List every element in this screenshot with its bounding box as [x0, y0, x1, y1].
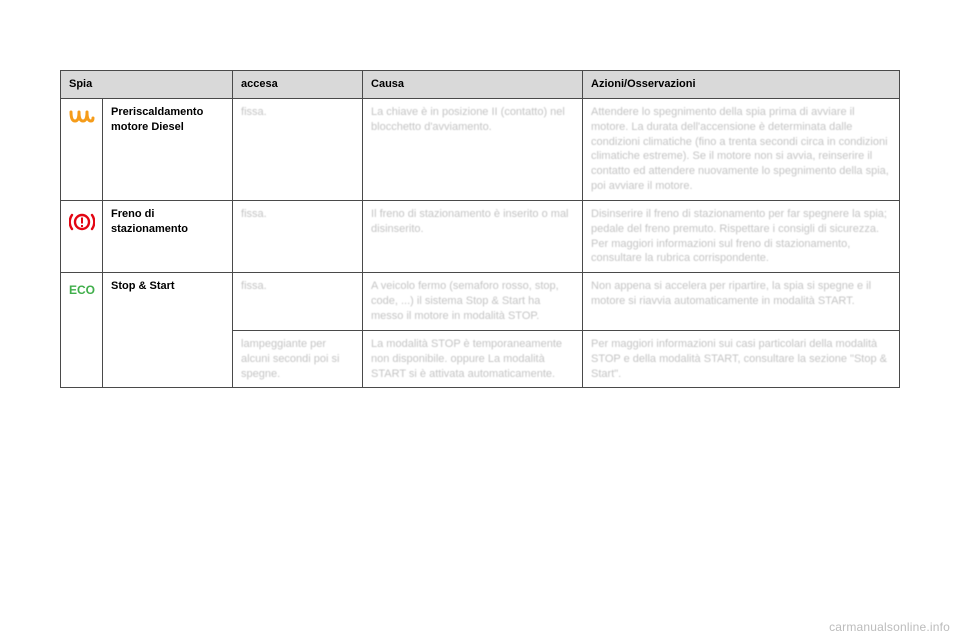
row-accesa: fissa.	[233, 273, 363, 331]
table-row: Freno di stazionamento fissa. Il freno d…	[61, 200, 900, 272]
row-accesa: lampeggiante per alcuni secondi poi si s…	[233, 330, 363, 388]
row-azioni: Disinserire il freno di stazionamento pe…	[583, 200, 900, 272]
table-row: ECO Stop & Start fissa. A veicolo fermo …	[61, 273, 900, 331]
row-accesa: fissa.	[233, 200, 363, 272]
footer-watermark: carmanualsonline.info	[829, 620, 950, 634]
header-azioni: Azioni/Osservazioni	[583, 71, 900, 99]
row-azioni: Attendere lo spegnimento della spia prim…	[583, 98, 900, 200]
header-spia: Spia	[61, 71, 233, 99]
eco-icon: ECO	[69, 283, 97, 297]
warning-lights-table: Spia accesa Causa Azioni/Osservazioni Pr…	[60, 70, 900, 388]
icon-brake	[61, 200, 103, 272]
row-accesa: fissa.	[233, 98, 363, 200]
header-accesa: accesa	[233, 71, 363, 99]
row-name: Freno di stazionamento	[103, 200, 233, 272]
icon-diesel	[61, 98, 103, 200]
row-causa: La chiave è in posizione II (contatto) n…	[363, 98, 583, 200]
diesel-coil-icon	[69, 109, 95, 129]
icon-eco: ECO	[61, 273, 103, 388]
row-azioni: Per maggiori informazioni sui casi parti…	[583, 330, 900, 388]
header-causa: Causa	[363, 71, 583, 99]
svg-text:ECO: ECO	[69, 283, 95, 297]
table-header-row: Spia accesa Causa Azioni/Osservazioni	[61, 71, 900, 99]
row-causa: A veicolo fermo (semaforo rosso, stop, c…	[363, 273, 583, 331]
row-azioni: Non appena si accelera per ripartire, la…	[583, 273, 900, 331]
row-causa: Il freno di stazionamento è inserito o m…	[363, 200, 583, 272]
table-row: Preriscaldamento motore Diesel fissa. La…	[61, 98, 900, 200]
parking-brake-icon	[69, 211, 95, 233]
row-causa: La modalità STOP è temporaneamente non d…	[363, 330, 583, 388]
page: Spia accesa Causa Azioni/Osservazioni Pr…	[0, 0, 960, 640]
row-name: Preriscaldamento motore Diesel	[103, 98, 233, 200]
row-name: Stop & Start	[103, 273, 233, 388]
